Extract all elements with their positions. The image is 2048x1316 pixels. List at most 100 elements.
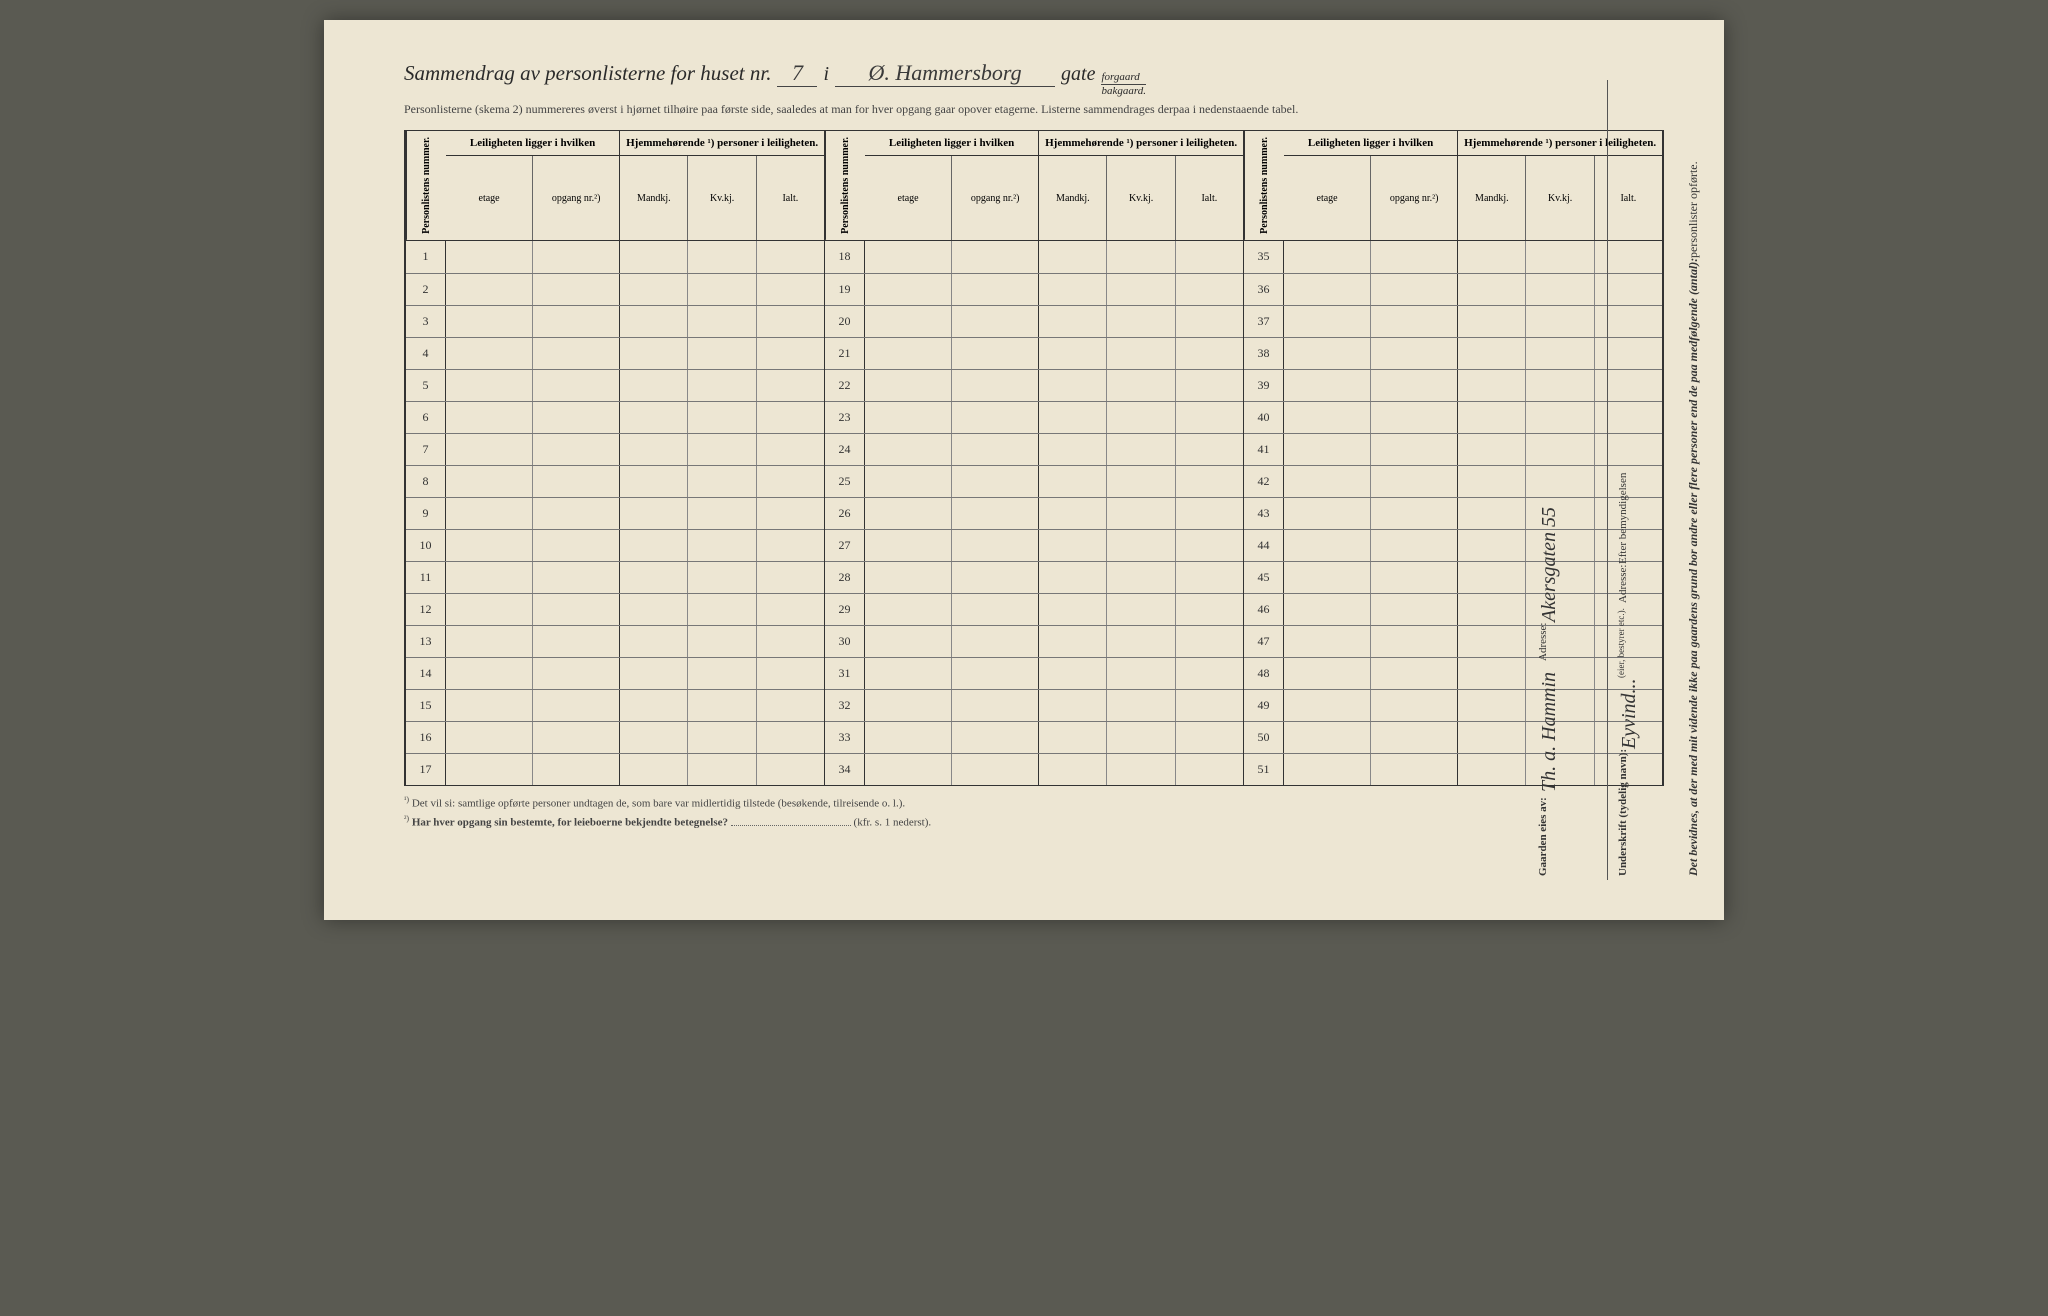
table-row: 12 (406, 593, 824, 625)
table-row: 24 (825, 433, 1243, 465)
cell-leiligheten (1284, 754, 1458, 785)
col-kvkj: Kv.kj. (687, 156, 755, 239)
cell-leiligheten (1284, 626, 1458, 657)
header: Sammendrag av personlisterne for huset n… (404, 60, 1664, 118)
table-block-2: Personlistens nummer. Leiligheten ligger… (824, 131, 1243, 785)
block-header: Personlistens nummer. Leiligheten ligger… (825, 131, 1243, 241)
col-etage: etage (446, 156, 532, 239)
cell-leiligheten (865, 658, 1039, 689)
row-number: 31 (825, 658, 865, 689)
cell-leiligheten (865, 402, 1039, 433)
cell-leiligheten (865, 338, 1039, 369)
row-number: 34 (825, 754, 865, 785)
forgaard-bakgaard: forgaard bakgaard. (1101, 72, 1146, 97)
row-number: 10 (406, 530, 446, 561)
table-row: 27 (825, 529, 1243, 561)
col-personlistens: Personlistens nummer. (825, 131, 865, 240)
row-number: 39 (1244, 370, 1284, 401)
cell-leiligheten (865, 690, 1039, 721)
block-header: Personlistens nummer. Leiligheten ligger… (406, 131, 824, 241)
row-number: 33 (825, 722, 865, 753)
table-row: 33 (825, 721, 1243, 753)
row-number: 4 (406, 338, 446, 369)
row-number: 26 (825, 498, 865, 529)
row-number: 51 (1244, 754, 1284, 785)
cell-leiligheten (865, 562, 1039, 593)
cell-leiligheten (446, 466, 620, 497)
row-number: 40 (1244, 402, 1284, 433)
row-number: 19 (825, 274, 865, 305)
cell-leiligheten (865, 594, 1039, 625)
row-number: 15 (406, 690, 446, 721)
cell-leiligheten (1284, 434, 1458, 465)
cell-leiligheten (446, 338, 620, 369)
cell-hjemmehorende (1039, 722, 1243, 753)
rows-block-2: 1819202122232425262728293031323334 (825, 241, 1243, 785)
cell-hjemmehorende (620, 626, 824, 657)
table-row: 22 (825, 369, 1243, 401)
row-number: 24 (825, 434, 865, 465)
cell-hjemmehorende (1039, 306, 1243, 337)
rows-block-1: 1234567891011121314151617 (406, 241, 824, 785)
cell-hjemmehorende (1039, 370, 1243, 401)
row-number: 9 (406, 498, 446, 529)
table-row: 6 (406, 401, 824, 433)
col-hjemmehorende: Hjemmehørende ¹) personer i leiligheten.… (1039, 131, 1243, 240)
row-number: 32 (825, 690, 865, 721)
col-leiligheten: Leiligheten ligger i hvilken etage opgan… (1284, 131, 1458, 240)
row-number: 30 (825, 626, 865, 657)
cell-hjemmehorende (1039, 466, 1243, 497)
cell-hjemmehorende (1039, 434, 1243, 465)
table-row: 18 (825, 241, 1243, 273)
table-row: 14 (406, 657, 824, 689)
title-line: Sammendrag av personlisterne for huset n… (404, 60, 1664, 97)
col-opgang: opgang nr.²) (532, 156, 619, 239)
table-row: 29 (825, 593, 1243, 625)
row-number: 47 (1244, 626, 1284, 657)
row-number: 22 (825, 370, 865, 401)
cell-leiligheten (446, 498, 620, 529)
row-number: 23 (825, 402, 865, 433)
row-number: 13 (406, 626, 446, 657)
cell-hjemmehorende (620, 530, 824, 561)
row-number: 36 (1244, 274, 1284, 305)
table-row: 4 (406, 337, 824, 369)
cell-leiligheten (865, 530, 1039, 561)
cell-leiligheten (446, 530, 620, 561)
table-row: 7 (406, 433, 824, 465)
cell-leiligheten (446, 722, 620, 753)
row-number: 17 (406, 754, 446, 785)
row-number: 45 (1244, 562, 1284, 593)
row-number: 29 (825, 594, 865, 625)
cell-leiligheten (865, 754, 1039, 785)
cell-leiligheten (1284, 562, 1458, 593)
footnote-1: ¹) Det vil si: samtlige opførte personer… (404, 794, 1664, 813)
cell-hjemmehorende (620, 594, 824, 625)
cell-leiligheten (446, 658, 620, 689)
cell-leiligheten (446, 626, 620, 657)
cell-leiligheten (446, 690, 620, 721)
cell-hjemmehorende (620, 498, 824, 529)
row-number: 42 (1244, 466, 1284, 497)
cell-hjemmehorende (1039, 562, 1243, 593)
col-hjemmehorende: Hjemmehørende ¹) personer i leiligheten.… (620, 131, 824, 240)
row-number: 48 (1244, 658, 1284, 689)
table-row: 30 (825, 625, 1243, 657)
cell-hjemmehorende (1039, 530, 1243, 561)
cell-leiligheten (446, 306, 620, 337)
table-row: 5 (406, 369, 824, 401)
cell-leiligheten (865, 434, 1039, 465)
row-number: 44 (1244, 530, 1284, 561)
cell-leiligheten (865, 274, 1039, 305)
table-row: 10 (406, 529, 824, 561)
cell-hjemmehorende (620, 338, 824, 369)
cell-leiligheten (446, 562, 620, 593)
cell-hjemmehorende (620, 241, 824, 273)
cell-leiligheten (1284, 241, 1458, 273)
subtitle: Personlisterne (skema 2) nummereres øver… (404, 101, 1384, 118)
cell-leiligheten (865, 626, 1039, 657)
table-row: 21 (825, 337, 1243, 369)
table-row: 26 (825, 497, 1243, 529)
col-leiligheten: Leiligheten ligger i hvilken etage opgan… (865, 131, 1039, 240)
cell-leiligheten (1284, 466, 1458, 497)
